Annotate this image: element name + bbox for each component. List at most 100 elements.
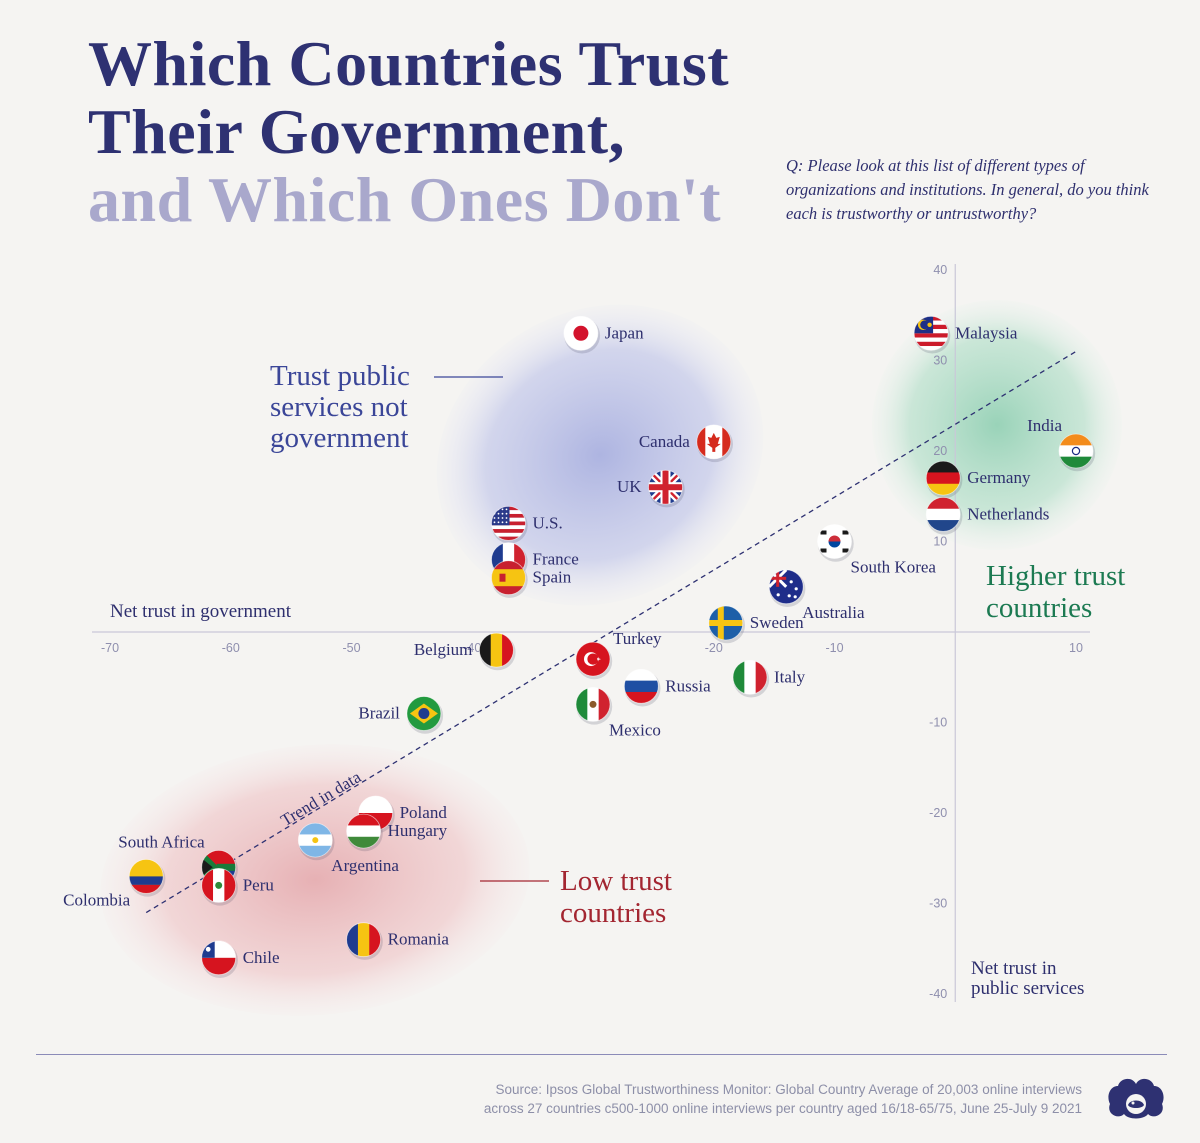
trend-line bbox=[145, 350, 1077, 914]
point-label: Russia bbox=[665, 676, 711, 695]
point-label: U.S. bbox=[533, 513, 563, 532]
cluster-trust-public-services bbox=[436, 304, 764, 606]
y-tick-label: -20 bbox=[929, 806, 947, 820]
jp-flag-icon bbox=[563, 316, 598, 351]
group-label-low-trust: Low trust countries bbox=[560, 865, 679, 929]
y-tick-labels: 40 30 20 10 -10 -20 -30 -40 bbox=[929, 263, 947, 1001]
point-label: Australia bbox=[802, 603, 865, 622]
point-label: Belgium bbox=[414, 640, 473, 659]
point-label: Chile bbox=[243, 948, 280, 967]
point-label: Italy bbox=[774, 667, 806, 686]
au-flag-icon bbox=[769, 569, 804, 604]
y-axis-label: Net trust in public services bbox=[971, 958, 1084, 999]
flag-point-uk: UK bbox=[617, 469, 685, 508]
flag-point-us: U.S. bbox=[491, 506, 563, 544]
point-label: Germany bbox=[967, 468, 1031, 487]
source-line-1: Source: Ipsos Global Trustworthiness Mon… bbox=[495, 1082, 1082, 1097]
flag-point-co: Colombia bbox=[63, 859, 166, 909]
title-line-2: Their Government, bbox=[88, 96, 626, 167]
point-label: France bbox=[533, 550, 579, 569]
flag-point-ru: Russia bbox=[623, 668, 711, 707]
x-tick-label: -10 bbox=[825, 641, 843, 655]
x-tick-label: -70 bbox=[101, 641, 119, 655]
point-label: Hungary bbox=[388, 821, 448, 840]
y-tick-label: 20 bbox=[933, 444, 947, 458]
x-tick-label: 10 bbox=[1069, 641, 1083, 655]
flag-point-au: Australia bbox=[768, 569, 865, 622]
ar-flag-icon bbox=[298, 823, 333, 858]
flag-point-ca: Canada bbox=[639, 424, 733, 463]
y-tick-label: -30 bbox=[929, 897, 947, 911]
my-flag-icon bbox=[914, 316, 949, 351]
point-label: Sweden bbox=[750, 613, 804, 632]
pe-flag-icon bbox=[201, 868, 236, 903]
flag-point-it: Italy bbox=[732, 659, 806, 698]
br-flag-icon bbox=[406, 696, 441, 731]
point-label: South Korea bbox=[851, 558, 937, 577]
kr-flag-icon bbox=[817, 524, 852, 559]
ro-flag-icon bbox=[346, 922, 381, 957]
flag-point-hu: Hungary bbox=[346, 813, 448, 852]
y-tick-label: 40 bbox=[933, 263, 947, 277]
in-flag-icon bbox=[1059, 434, 1093, 468]
hu-flag-icon bbox=[346, 814, 381, 849]
flag-point-my: Malaysia bbox=[913, 315, 1018, 354]
mx-flag-icon bbox=[576, 687, 610, 722]
survey-question: Q: Please look at this list of different… bbox=[786, 156, 1149, 223]
flag-point-tr: Turkey bbox=[575, 629, 662, 680]
x-tick-label: -60 bbox=[222, 641, 240, 655]
point-label: Colombia bbox=[63, 890, 131, 909]
point-label: UK bbox=[617, 477, 642, 496]
y-tick-label: 10 bbox=[933, 535, 947, 549]
y-tick-label: -10 bbox=[929, 716, 947, 730]
point-label: Turkey bbox=[613, 629, 662, 648]
ca-flag-icon bbox=[696, 424, 731, 459]
co-flag-icon bbox=[129, 859, 164, 894]
y-tick-label: 30 bbox=[933, 354, 947, 368]
title-line-1: Which Countries Trust bbox=[88, 28, 730, 99]
point-label: South Africa bbox=[118, 832, 205, 851]
flag-point-es: Spain bbox=[491, 560, 572, 598]
flag-point-ro: Romania bbox=[346, 922, 449, 960]
flag-point-mx: Mexico bbox=[575, 687, 661, 739]
x-tick-label: -40 bbox=[463, 641, 481, 655]
fr-flag-icon bbox=[491, 542, 526, 577]
point-label: Spain bbox=[533, 568, 572, 587]
cl-flag-icon bbox=[201, 940, 236, 975]
point-label: India bbox=[1027, 416, 1062, 435]
es-flag-icon bbox=[491, 560, 526, 595]
point-label: Peru bbox=[243, 875, 275, 894]
se-flag-icon bbox=[708, 606, 743, 640]
flag-point-kr: South Korea bbox=[817, 524, 937, 577]
flag-point-nl: Netherlands bbox=[925, 497, 1049, 535]
flag-point-de: Germany bbox=[925, 460, 1031, 499]
point-label: Mexico bbox=[609, 720, 661, 739]
group-label-higher-trust: Higher trust countries bbox=[986, 560, 1133, 624]
data-points: Japan Malaysia Canada India Germany UK Netherl… bbox=[63, 315, 1096, 978]
uk-flag-icon bbox=[648, 470, 683, 505]
flag-point-ar: Argentina bbox=[297, 822, 399, 875]
x-tick-label: -50 bbox=[342, 641, 360, 655]
be-flag-icon bbox=[479, 633, 514, 668]
flag-point-in: India bbox=[1027, 416, 1096, 472]
nl-flag-icon bbox=[926, 497, 961, 532]
x-tick-label: -20 bbox=[705, 641, 723, 655]
point-label: Canada bbox=[639, 432, 690, 451]
us-flag-icon bbox=[491, 506, 526, 541]
point-label: Poland bbox=[400, 803, 448, 822]
flag-point-pe: Peru bbox=[201, 868, 275, 906]
source-line-2: across 27 countries c500-1000 online int… bbox=[483, 1101, 1082, 1116]
point-label: Netherlands bbox=[967, 504, 1049, 523]
group-label-trust-public-services: Trust public services not government bbox=[270, 360, 417, 454]
it-flag-icon bbox=[733, 660, 767, 695]
footer-divider bbox=[36, 1054, 1167, 1055]
y-tick-label: -40 bbox=[929, 987, 947, 1001]
publisher-logo-icon bbox=[1108, 1078, 1164, 1119]
point-label: Malaysia bbox=[955, 323, 1018, 342]
point-label: Brazil bbox=[358, 704, 400, 723]
flag-point-be: Belgium bbox=[414, 632, 516, 671]
flag-point-se: Sweden bbox=[708, 605, 804, 644]
title-line-3: and Which Ones Don't bbox=[88, 164, 721, 235]
de-flag-icon bbox=[926, 461, 961, 496]
